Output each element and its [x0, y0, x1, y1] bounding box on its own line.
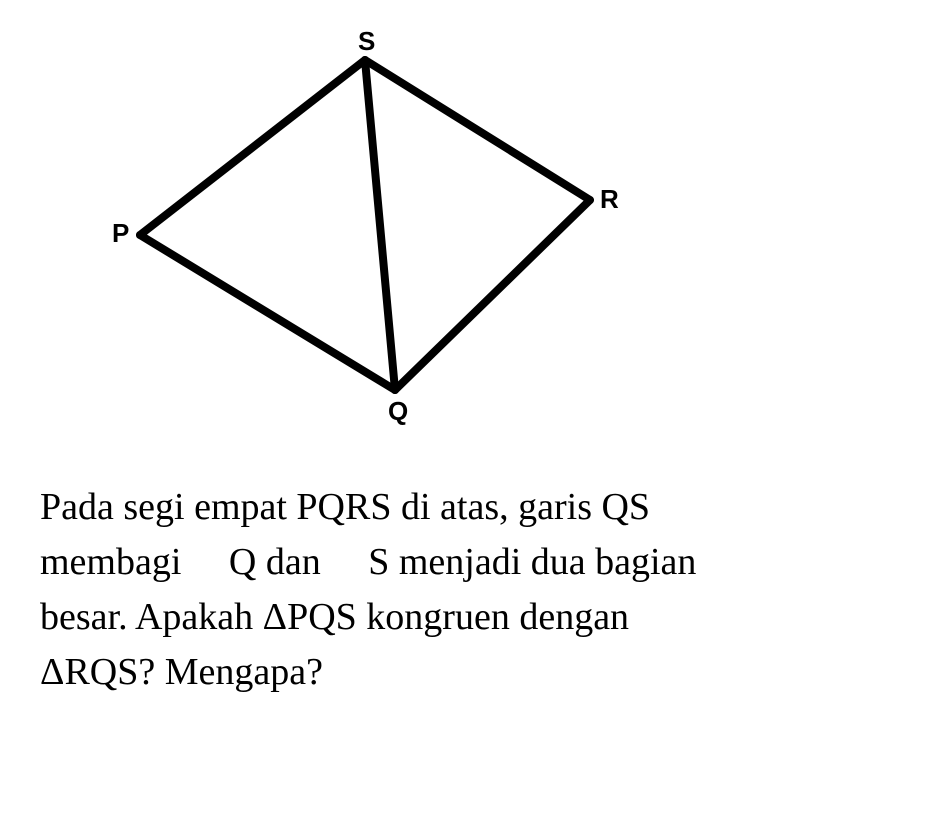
geometry-diagram: P Q R S	[100, 20, 630, 430]
label-S: S	[358, 26, 375, 56]
text-line-3: besar. Apakah ΔPQS kongruen dengan	[40, 590, 900, 645]
text-3c: PQS kongruen dengan	[287, 596, 629, 638]
text-line-4: ΔRQS? Mengapa?	[40, 645, 900, 700]
question-text: Pada segi empat PQRS di atas, garis QS m…	[40, 480, 900, 700]
edge-QP	[140, 235, 395, 390]
edge-RQ	[395, 200, 590, 390]
text-3a: besar. Apakah	[40, 596, 263, 638]
label-P: P	[112, 218, 129, 248]
quadrilateral-svg: P Q R S	[100, 20, 630, 430]
edge-PS	[140, 60, 365, 235]
edge-SQ	[365, 60, 395, 390]
triangle-symbol-1: Δ	[263, 596, 287, 638]
text-4b: RQS? Mengapa?	[64, 651, 323, 693]
label-Q: Q	[388, 396, 408, 426]
label-R: R	[600, 184, 619, 214]
edge-SR	[365, 60, 590, 200]
triangle-symbol-2: Δ	[40, 651, 64, 693]
text-line-1: Pada segi empat PQRS di atas, garis QS	[40, 480, 900, 535]
text-line-2: membagi Q dan S menjadi dua bagian	[40, 535, 900, 590]
